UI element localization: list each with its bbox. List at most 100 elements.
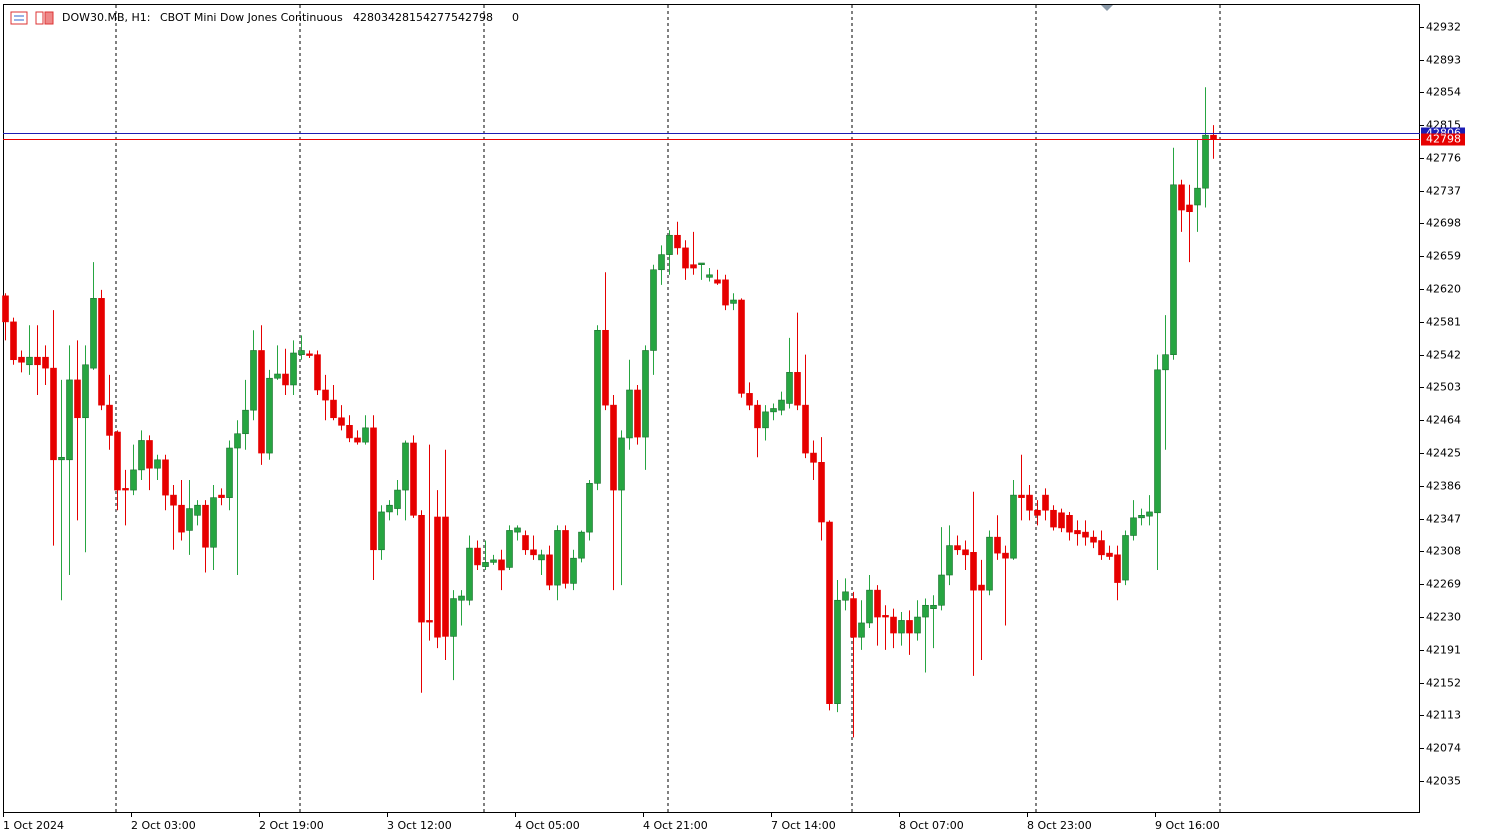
candle-body [442, 516, 449, 637]
y-tick-label: 42074 [1426, 742, 1461, 755]
x-tick-label: 7 Oct 14:00 [771, 819, 836, 832]
y-tick-label: 42581 [1426, 316, 1461, 329]
y-tick-label: 42659 [1426, 250, 1461, 263]
candle-body [842, 591, 849, 601]
candle-body [1010, 494, 1017, 559]
candle-body [90, 298, 97, 369]
candle-body [554, 530, 561, 586]
candle-body [1210, 134, 1217, 140]
candle-body [626, 389, 633, 439]
y-tick-label: 42191 [1426, 644, 1461, 657]
candle-body [514, 527, 521, 533]
candle-body [314, 354, 321, 391]
candle-body [1202, 134, 1209, 189]
candle-body [306, 353, 313, 356]
candle-body [714, 279, 721, 284]
candle-body [546, 554, 553, 586]
candle-body [482, 562, 489, 567]
candle-body [234, 433, 241, 449]
candle-body [1154, 369, 1161, 514]
candle-body [738, 299, 745, 394]
candle-body [386, 504, 393, 513]
y-tick-label: 42308 [1426, 545, 1461, 558]
candle-body [1146, 511, 1153, 517]
header-value: 42775 [423, 11, 458, 24]
candle-body [946, 545, 953, 576]
candle-body [1002, 552, 1009, 559]
candle-body [778, 399, 785, 411]
candle-body [378, 511, 385, 551]
candle-body [18, 356, 25, 363]
symbol: DOW30.MB, H1: [62, 11, 151, 24]
icon [10, 11, 28, 25]
candle-body [674, 234, 681, 249]
icon [35, 11, 44, 25]
candle-body [346, 425, 353, 439]
y-tick-label: 42113 [1426, 709, 1461, 722]
shift-marker [1101, 5, 1113, 11]
y-tick-label: 42893 [1426, 54, 1461, 67]
candle-body [610, 404, 617, 491]
candle-body [330, 399, 337, 419]
candle-body [970, 552, 977, 591]
candle-body [98, 298, 105, 406]
candle-body [802, 404, 809, 454]
candle-body [434, 516, 441, 638]
candle-body [602, 329, 609, 406]
candle-body [362, 427, 369, 443]
candle-body [418, 515, 425, 623]
candle-body [10, 321, 17, 361]
candle-body [266, 377, 273, 454]
candle-body [194, 504, 201, 516]
candle-body [1130, 517, 1137, 536]
candle-body [130, 469, 137, 491]
candle-body [506, 530, 513, 568]
candle-body [1018, 494, 1025, 498]
candle-body [570, 557, 577, 584]
candle-body [698, 262, 705, 265]
y-tick-label: 42425 [1426, 447, 1461, 460]
y-tick-label: 42932 [1426, 21, 1461, 34]
y-tick-label: 42386 [1426, 480, 1461, 493]
candle-body [338, 417, 345, 426]
candle-body [322, 389, 329, 401]
candle-body [370, 427, 377, 551]
candle-body [770, 408, 777, 413]
candle-body [578, 531, 585, 559]
x-tick-label: 4 Oct 21:00 [643, 819, 708, 832]
plot-frame [3, 4, 1420, 813]
candle-body [154, 459, 161, 469]
header-value: 42803 [353, 11, 388, 24]
candle-body [122, 488, 129, 491]
candle-body [474, 547, 481, 566]
candle-body [58, 456, 65, 461]
candle-body [906, 620, 913, 634]
candle-body [754, 404, 761, 429]
candle-body [258, 350, 265, 454]
candle-body [1194, 187, 1201, 206]
candle-body [794, 372, 801, 406]
y-tick-label: 42035 [1426, 775, 1461, 788]
candle-body [410, 442, 417, 516]
candle-body [106, 404, 113, 436]
candle-body [962, 549, 969, 556]
candle-body [114, 431, 121, 491]
candle-body [170, 494, 177, 506]
y-tick-label: 42347 [1426, 513, 1461, 526]
candle-body [34, 356, 41, 366]
x-tick-label: 3 Oct 12:00 [387, 819, 452, 832]
candle-body [658, 254, 665, 271]
y-tick-label: 42854 [1426, 86, 1461, 99]
x-tick-label: 1 Oct 2024 [3, 819, 64, 832]
candle-body [1114, 554, 1121, 583]
x-tick-label: 9 Oct 16:00 [1155, 819, 1220, 832]
candle-body [922, 604, 929, 618]
y-tick-label: 42737 [1426, 185, 1461, 198]
candle-body [650, 269, 657, 351]
candle-body [74, 379, 81, 419]
x-tick-label: 2 Oct 03:00 [131, 819, 196, 832]
candle-body [1058, 512, 1065, 529]
candle-body [1106, 552, 1113, 557]
